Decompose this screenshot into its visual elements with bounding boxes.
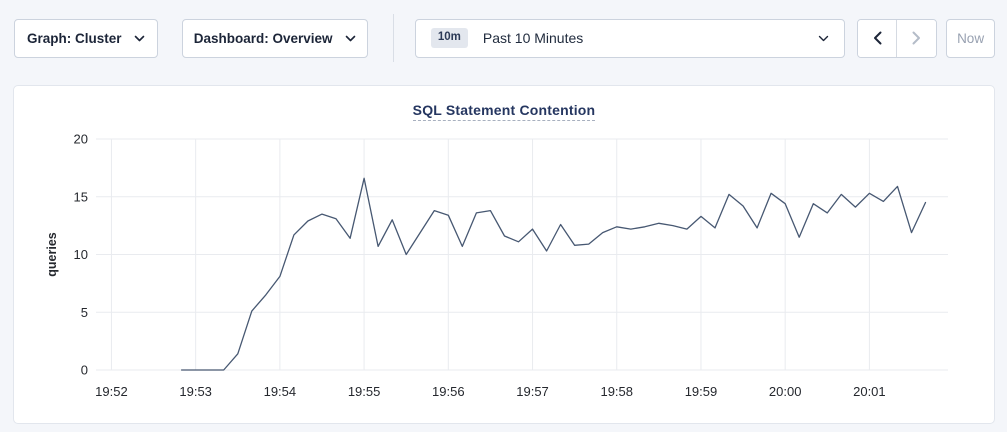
x-tick-label: 20:00 <box>769 384 802 399</box>
time-range-label: Past 10 Minutes <box>482 30 584 46</box>
x-tick-label: 20:01 <box>853 384 886 399</box>
y-tick-label: 20 <box>74 132 88 147</box>
toolbar: Graph: Cluster Dashboard: Overview 10m P… <box>0 0 1007 62</box>
x-tick-label: 19:53 <box>179 384 212 399</box>
chart-title[interactable]: SQL Statement Contention <box>412 102 596 121</box>
y-tick-label: 5 <box>81 305 88 320</box>
dashboard-dropdown[interactable]: Dashboard: Overview <box>181 18 368 58</box>
graph-dropdown[interactable]: Graph: Cluster <box>14 18 158 58</box>
x-tick-label: 19:59 <box>685 384 718 399</box>
time-step-buttons <box>857 18 938 58</box>
y-tick-label: 15 <box>74 189 88 204</box>
chevron-down-icon <box>134 35 144 41</box>
chart-plot-area[interactable] <box>96 139 948 370</box>
chart-title-row: SQL Statement Contention <box>14 86 994 124</box>
y-tick-label: 0 <box>81 363 88 378</box>
y-tick-label: 10 <box>74 247 88 262</box>
sql-contention-line-chart[interactable]: 0 5 10 15 20 19:52 19:53 19:54 19:55 19:56 19:57 19… <box>14 126 994 424</box>
toolbar-divider <box>392 14 394 62</box>
x-tick-label: 19:57 <box>516 384 549 399</box>
dashboard-dropdown-label: Dashboard: Overview <box>193 30 333 46</box>
x-tick-label: 19:55 <box>348 384 381 399</box>
series-line-queries <box>180 177 927 371</box>
chevron-right-icon <box>912 31 921 45</box>
time-range-selector[interactable]: 10m Past 10 Minutes <box>414 18 846 58</box>
x-tick-label: 19:56 <box>432 384 465 399</box>
x-tick-label: 19:54 <box>264 384 297 399</box>
x-tick-label: 19:58 <box>600 384 633 399</box>
now-button[interactable]: Now <box>946 18 995 58</box>
y-axis-title: queries <box>45 232 59 277</box>
x-tick-label: 19:52 <box>95 384 128 399</box>
time-forward-button[interactable] <box>897 19 937 57</box>
chart-card: SQL Statement Contention 0 5 10 15 20 19:52 19… <box>13 85 995 424</box>
chevron-down-icon <box>819 35 829 41</box>
chevron-left-icon <box>873 31 882 45</box>
graph-dropdown-label: Graph: Cluster <box>26 30 122 46</box>
chevron-down-icon <box>345 35 355 41</box>
time-back-button[interactable] <box>858 19 898 57</box>
now-button-label: Now <box>957 30 985 46</box>
time-range-badge: 10m <box>430 28 468 48</box>
